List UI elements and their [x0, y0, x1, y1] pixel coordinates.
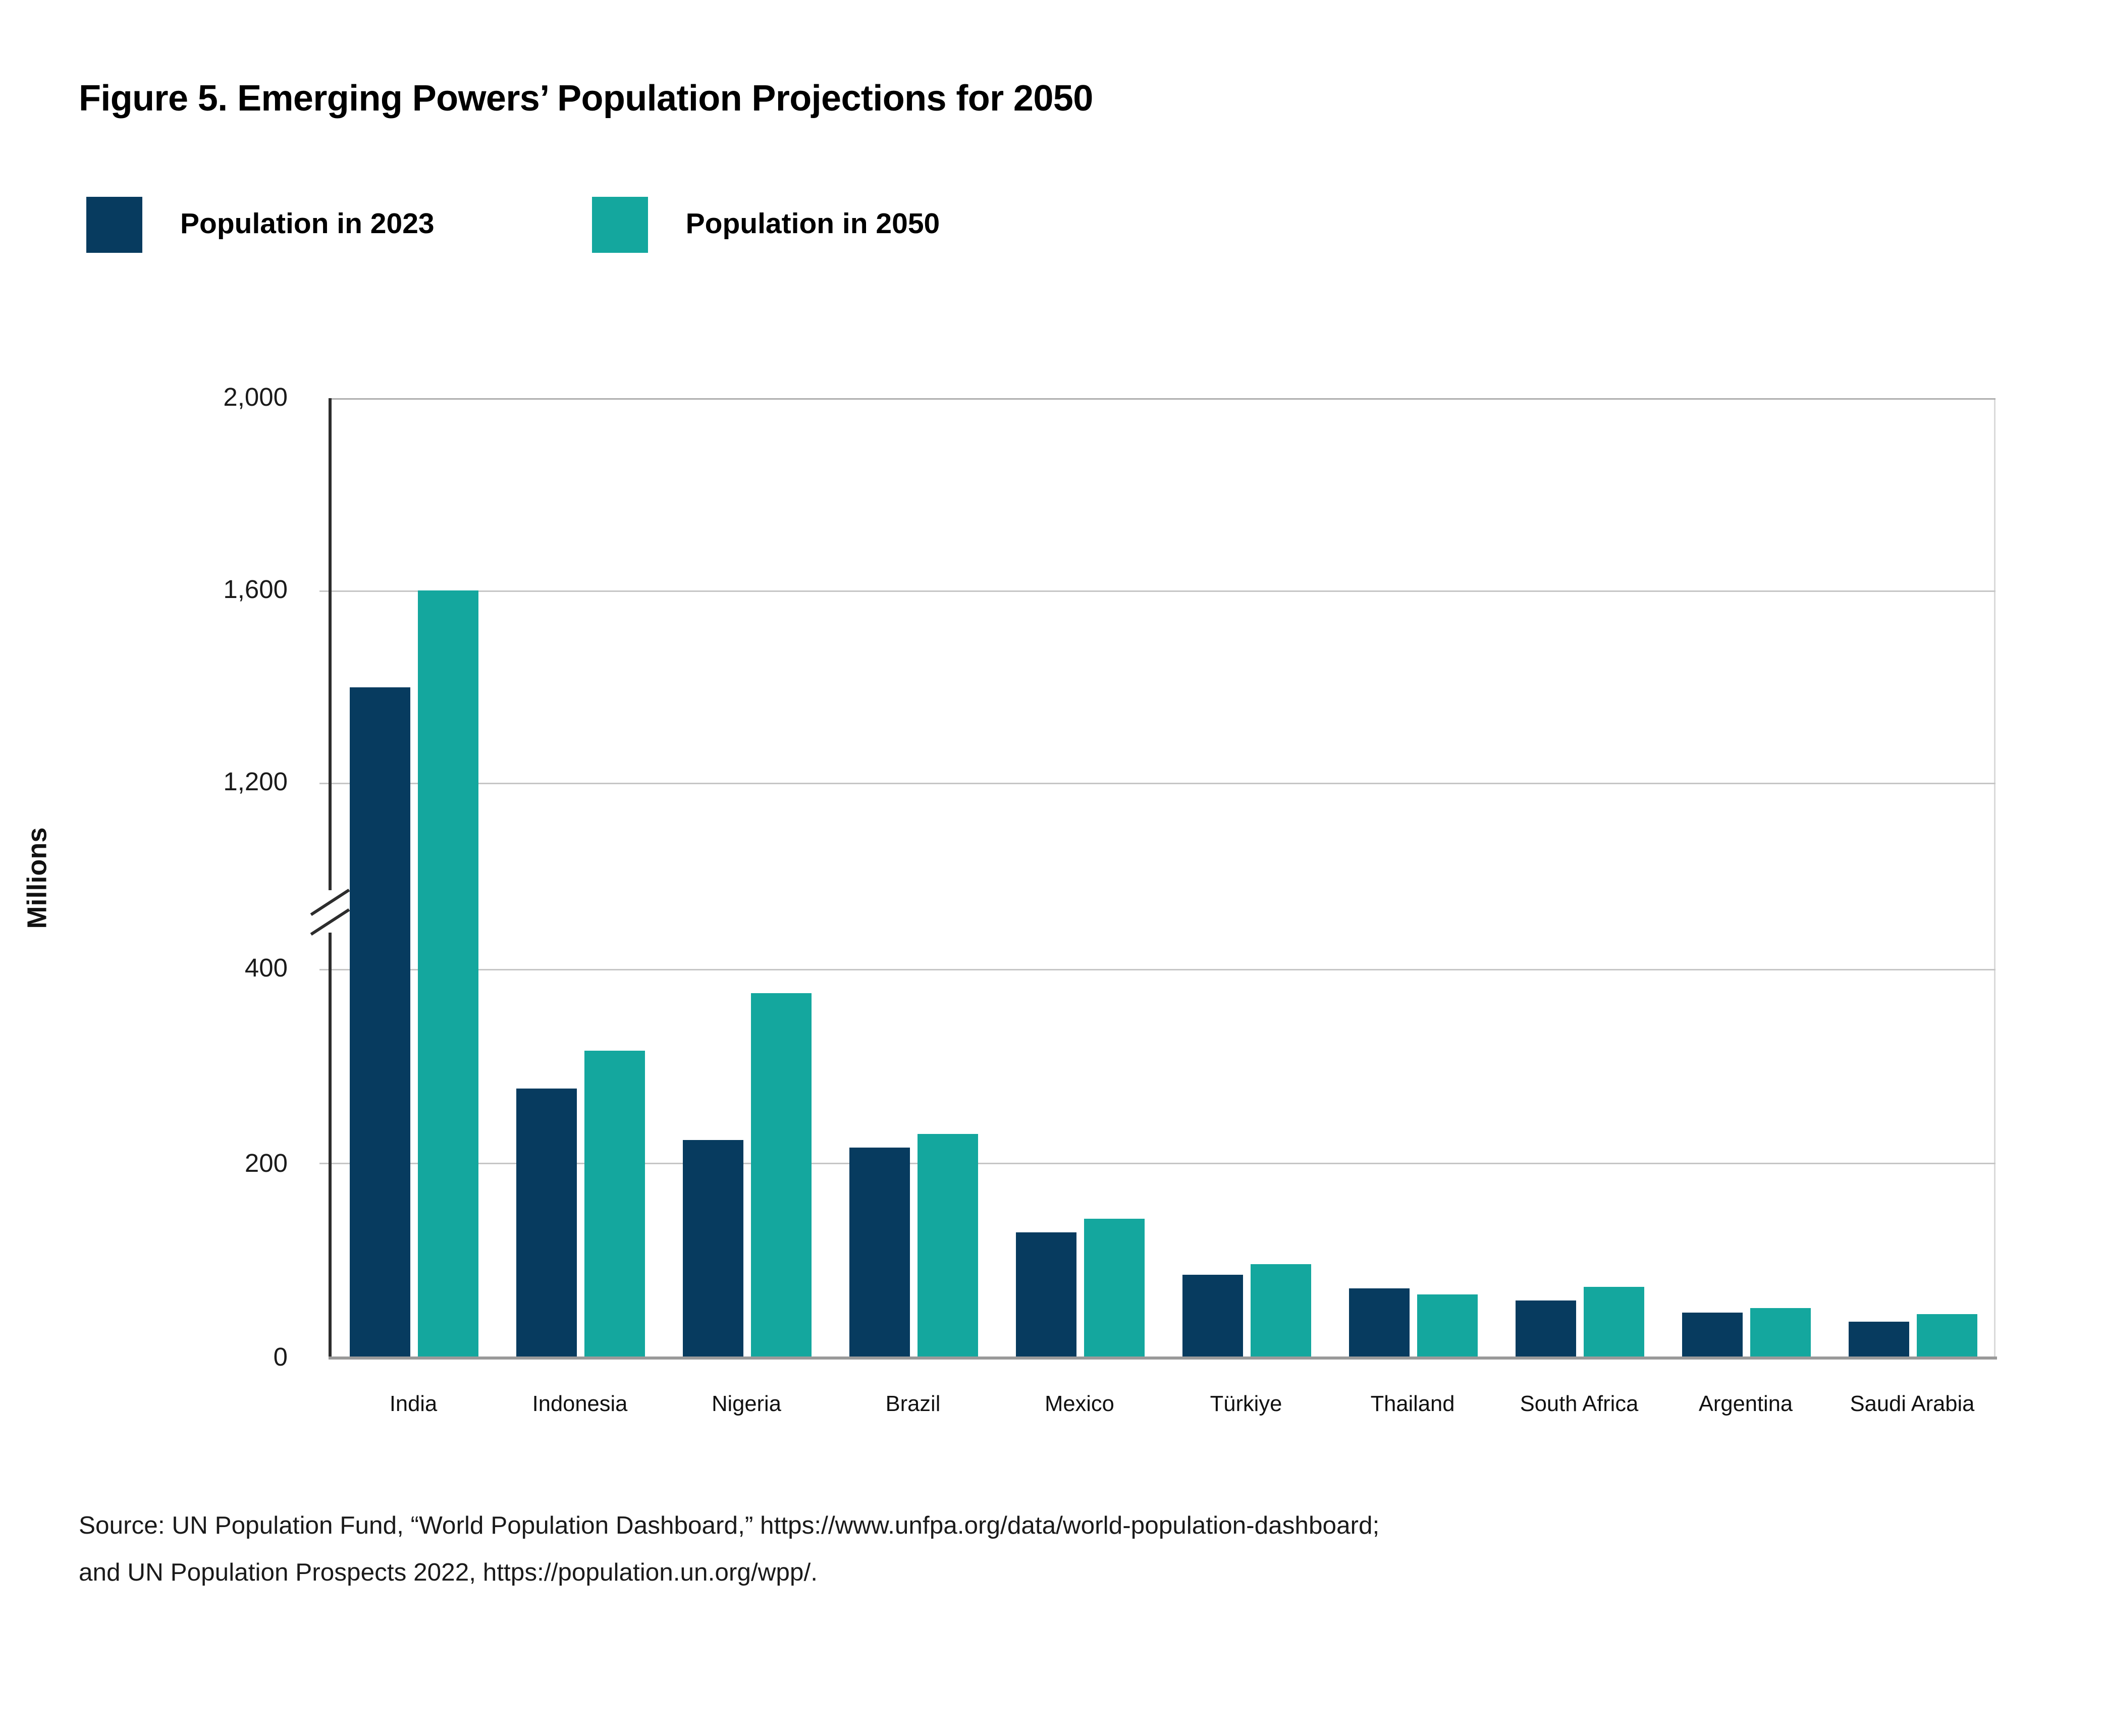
gridline-1200: [319, 782, 1996, 784]
bar-group-Nigeria: [682, 398, 811, 1358]
y-tick-label-1600: 1,600: [223, 575, 288, 605]
y-tick-label-1200: 1,200: [223, 768, 288, 797]
x-axis-label-South Africa: South Africa: [1520, 1393, 1639, 1417]
bar-Saudi Arabia-2023: [1848, 1322, 1909, 1358]
plot-right-border: [1994, 398, 1996, 1358]
y-axis-tick-labels: 0 200 400 1,200 1,600 2,000: [61, 383, 288, 1372]
bar-Mexico-2050: [1083, 1218, 1144, 1358]
source-line-2: and UN Population Prospects 2022, https:…: [79, 1559, 818, 1587]
bar-Thailand-2023: [1348, 1288, 1409, 1358]
bar-South Africa-2050: [1583, 1286, 1644, 1358]
gridline-2000: [330, 397, 1996, 399]
x-axis-label-Argentina: Argentina: [1698, 1393, 1793, 1417]
bar-Thailand-2050: [1416, 1293, 1477, 1358]
legend-item-2050: Population in 2050: [591, 197, 1046, 253]
legend-swatch-2050: [591, 197, 648, 253]
y-axis-segment-1: [329, 398, 332, 891]
bar-group-India: [349, 398, 478, 1358]
figure-title: Figure 5. Emerging Powers’ Population Pr…: [79, 79, 1093, 120]
gridline-400: [319, 968, 1996, 970]
x-axis-label-India: India: [389, 1393, 438, 1417]
bar-Argentina-2023: [1681, 1313, 1742, 1358]
bar-Türkiye-2050: [1250, 1265, 1311, 1358]
plot-area: 0 200 400 1,200 1,600 2,000 Millions: [22, 383, 1997, 1372]
bar-group-Mexico: [1015, 398, 1144, 1358]
y-tick-label-200: 200: [244, 1148, 288, 1177]
gridline-1600: [319, 589, 1996, 591]
y-tick-label-0: 0: [273, 1343, 288, 1372]
source-line-1: Source: UN Population Fund, “World Popul…: [79, 1512, 1380, 1540]
legend-item-2023: Population in 2023: [86, 197, 541, 253]
y-tick-label-2000: 2,000: [223, 383, 288, 412]
legend-label-2023: Population in 2023: [180, 208, 435, 240]
y-axis-title: Millions: [22, 827, 52, 929]
bar-group-Thailand: [1348, 398, 1477, 1358]
legend: Population in 2023 Population in 2050: [86, 197, 1046, 253]
x-axis-label-Brazil: Brazil: [885, 1393, 941, 1417]
bar-group-Brazil: [848, 398, 978, 1358]
gridline-200: [319, 1163, 1996, 1165]
bar-Mexico-2023: [1015, 1232, 1076, 1358]
bar-group-Türkiye: [1181, 398, 1311, 1358]
x-axis-line: [329, 1357, 1997, 1360]
bar-Indonesia-2050: [583, 1050, 644, 1358]
bar-South Africa-2023: [1515, 1299, 1576, 1358]
bar-Brazil-2023: [848, 1148, 909, 1358]
x-axis-label-Nigeria: Nigeria: [712, 1393, 781, 1417]
bar-Nigeria-2050: [750, 993, 811, 1358]
source-note: Source: UN Population Fund, “World Popul…: [79, 1503, 1379, 1597]
bar-Türkiye-2023: [1181, 1274, 1243, 1358]
bar-group-Indonesia: [515, 398, 644, 1358]
x-axis-label-Saudi Arabia: Saudi Arabia: [1850, 1393, 1975, 1417]
bar-Argentina-2050: [1749, 1307, 1810, 1358]
y-tick-label-400: 400: [244, 954, 288, 983]
bar-Saudi Arabia-2050: [1916, 1314, 1977, 1358]
x-axis-label-Indonesia: Indonesia: [532, 1393, 628, 1417]
legend-label-2050: Population in 2050: [685, 208, 940, 240]
bar-Nigeria-2023: [682, 1140, 743, 1358]
x-axis-label-Türkiye: Türkiye: [1210, 1393, 1282, 1417]
bar-Brazil-2050: [916, 1133, 978, 1358]
bar-India-2023: [349, 687, 410, 1358]
bar-group-Saudi Arabia: [1848, 398, 1977, 1358]
x-axis-label-Mexico: Mexico: [1045, 1393, 1114, 1417]
bar-group-South Africa: [1515, 398, 1644, 1358]
x-axis-label-Thailand: Thailand: [1370, 1393, 1455, 1417]
bar-India-2050: [417, 590, 478, 1358]
bar-Indonesia-2023: [515, 1089, 576, 1358]
x-axis-labels: India Indonesia Nigeria Brazil Mexico Türkiye…: [330, 1393, 1996, 1438]
y-axis-segment-2: [329, 933, 332, 1358]
bar-group-Argentina: [1681, 398, 1810, 1358]
legend-swatch-2023: [86, 197, 142, 253]
